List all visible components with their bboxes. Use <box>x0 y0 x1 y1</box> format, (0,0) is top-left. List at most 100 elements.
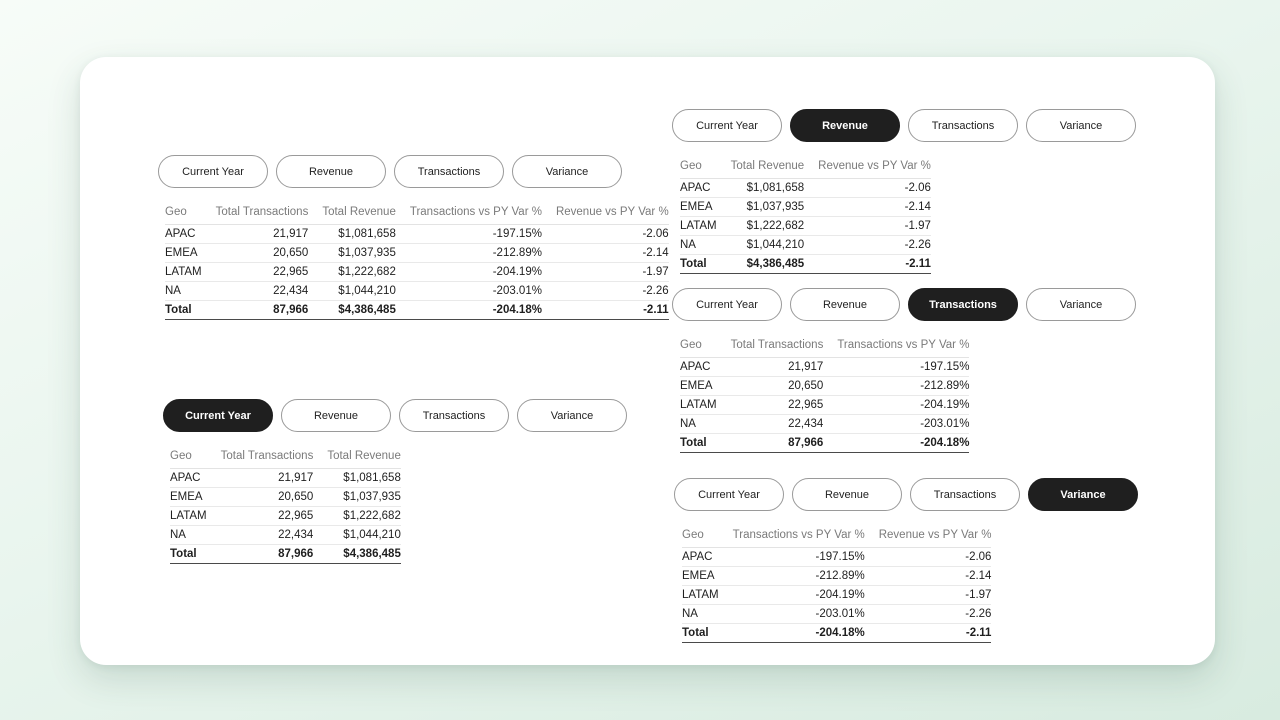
value-cell: -2.14 <box>804 197 931 217</box>
value-cell: $1,081,658 <box>716 178 805 198</box>
slicer-button-revenue[interactable]: Revenue <box>792 478 902 511</box>
slicer-button-transactions[interactable]: Transactions <box>399 399 509 432</box>
value-cell: -212.89% <box>823 376 970 396</box>
table-row-apac: APAC 21,917 $1,081,658 <box>170 468 401 488</box>
slicer-button-transactions[interactable]: Transactions <box>910 478 1020 511</box>
total-value-cell: -2.11 <box>541 300 669 320</box>
column-header-total-transactions: Total Transactions <box>206 444 314 469</box>
total-row: Total $4,386,485 -2.11 <box>680 254 931 274</box>
geo-cell: LATAM <box>682 585 719 605</box>
data-table: Geo Total Transactions Total Revenue APAC 21… <box>170 444 401 564</box>
slicer-button-variance[interactable]: Variance <box>1026 288 1136 321</box>
table-row-emea: EMEA 20,650 -212.89% <box>680 376 970 396</box>
slicer-button-revenue[interactable]: Revenue <box>790 109 900 142</box>
table-row-na: NA $1,044,210 -2.26 <box>680 235 931 255</box>
slicer-button-transactions[interactable]: Transactions <box>394 155 504 188</box>
total-row: Total 87,966 -204.18% <box>680 433 970 453</box>
column-header-geo: Geo <box>680 154 717 179</box>
slicer-button-current-year[interactable]: Current Year <box>672 109 782 142</box>
table-row-latam: LATAM 22,965 -204.19% <box>680 395 970 415</box>
value-cell: -2.26 <box>541 281 669 301</box>
header-row: Geo Total Transactions Transactions vs PY … <box>680 333 970 358</box>
column-header-transactions-vs-py-var-: Transactions vs PY Var % <box>823 333 970 358</box>
value-cell: $1,044,210 <box>313 525 401 545</box>
value-cell: 21,917 <box>206 468 314 488</box>
table-row-na: NA 22,434 -203.01% <box>680 414 970 434</box>
value-cell: $1,037,935 <box>716 197 805 217</box>
slicer-button-transactions[interactable]: Transactions <box>908 109 1018 142</box>
total-value-cell: $4,386,485 <box>313 544 401 564</box>
value-cell: $1,081,658 <box>308 224 396 244</box>
total-label: Total <box>682 623 719 643</box>
slicer-button-current-year[interactable]: Current Year <box>674 478 784 511</box>
value-cell: -2.14 <box>541 243 669 263</box>
slicer-button-current-year[interactable]: Current Year <box>158 155 268 188</box>
value-cell: -2.26 <box>864 604 992 624</box>
slicer-button-row: Current Year Revenue Transactions Variance <box>672 288 1136 321</box>
geo-cell: NA <box>680 414 717 434</box>
slicer-button-revenue[interactable]: Revenue <box>276 155 386 188</box>
geo-cell: EMEA <box>680 197 717 217</box>
geo-cell: APAC <box>680 178 717 198</box>
report-canvas: Current Year Revenue Transactions Variance … <box>80 57 1215 665</box>
total-value-cell: -2.11 <box>864 623 992 643</box>
total-value-cell: -2.11 <box>804 254 931 274</box>
column-header-transactions-vs-py-var-: Transactions vs PY Var % <box>395 200 542 225</box>
total-label: Total <box>165 300 202 320</box>
total-label: Total <box>170 544 207 564</box>
geo-cell: EMEA <box>680 376 717 396</box>
total-value-cell: -204.18% <box>718 623 865 643</box>
value-cell: 22,965 <box>206 506 314 526</box>
total-row: Total -204.18% -2.11 <box>682 623 992 643</box>
slicer-button-transactions[interactable]: Transactions <box>908 288 1018 321</box>
table-row-emea: EMEA 20,650 $1,037,935 <box>170 487 401 507</box>
value-cell: $1,081,658 <box>313 468 401 488</box>
geo-cell: NA <box>165 281 202 301</box>
slicer-button-current-year[interactable]: Current Year <box>163 399 273 432</box>
table-row-latam: LATAM -204.19% -1.97 <box>682 585 992 605</box>
slicer-button-current-year[interactable]: Current Year <box>672 288 782 321</box>
geo-cell: EMEA <box>170 487 207 507</box>
slicer-button-variance[interactable]: Variance <box>517 399 627 432</box>
value-cell: -204.19% <box>395 262 542 282</box>
header-row: Geo Total Transactions Total Revenue Transa… <box>165 200 669 225</box>
slicer-button-revenue[interactable]: Revenue <box>790 288 900 321</box>
geo-cell: NA <box>680 235 717 255</box>
total-row: Total 87,966 $4,386,485 <box>170 544 401 564</box>
value-cell: -1.97 <box>864 585 992 605</box>
slicer-button-variance[interactable]: Variance <box>512 155 622 188</box>
total-value-cell: 87,966 <box>201 300 309 320</box>
value-cell: $1,044,210 <box>716 235 805 255</box>
value-cell: -212.89% <box>718 566 865 586</box>
value-cell: -203.01% <box>718 604 865 624</box>
value-cell: 21,917 <box>201 224 309 244</box>
value-cell: -203.01% <box>395 281 542 301</box>
header-row: Geo Transactions vs PY Var % Revenue vs PY… <box>682 523 992 548</box>
value-cell: $1,222,682 <box>308 262 396 282</box>
value-cell: 22,965 <box>201 262 309 282</box>
value-cell: $1,222,682 <box>313 506 401 526</box>
slicer-button-row: Current Year Revenue Transactions Variance <box>158 155 669 188</box>
panel-revenue: Current Year Revenue Transactions Variance … <box>672 109 1136 274</box>
slicer-button-variance[interactable]: Variance <box>1026 109 1136 142</box>
geo-cell: EMEA <box>165 243 202 263</box>
slicer-button-revenue[interactable]: Revenue <box>281 399 391 432</box>
table-row-emea: EMEA 20,650 $1,037,935 -212.89% -2.14 <box>165 243 669 263</box>
slicer-button-variance[interactable]: Variance <box>1028 478 1138 511</box>
table-row-apac: APAC 21,917 $1,081,658 -197.15% -2.06 <box>165 224 669 244</box>
value-cell: -197.15% <box>823 357 970 377</box>
column-header-geo: Geo <box>682 523 719 548</box>
total-value-cell: -204.18% <box>395 300 542 320</box>
value-cell: -2.06 <box>804 178 931 198</box>
value-cell: 22,434 <box>716 414 824 434</box>
geo-cell: APAC <box>170 468 207 488</box>
geo-cell: LATAM <box>680 216 717 236</box>
column-header-total-revenue: Total Revenue <box>313 444 401 469</box>
column-header-total-transactions: Total Transactions <box>716 333 824 358</box>
total-value-cell: -204.18% <box>823 433 970 453</box>
value-cell: -1.97 <box>804 216 931 236</box>
value-cell: 22,434 <box>201 281 309 301</box>
table-row-latam: LATAM 22,965 $1,222,682 -204.19% -1.97 <box>165 262 669 282</box>
value-cell: 22,965 <box>716 395 824 415</box>
value-cell: 20,650 <box>206 487 314 507</box>
